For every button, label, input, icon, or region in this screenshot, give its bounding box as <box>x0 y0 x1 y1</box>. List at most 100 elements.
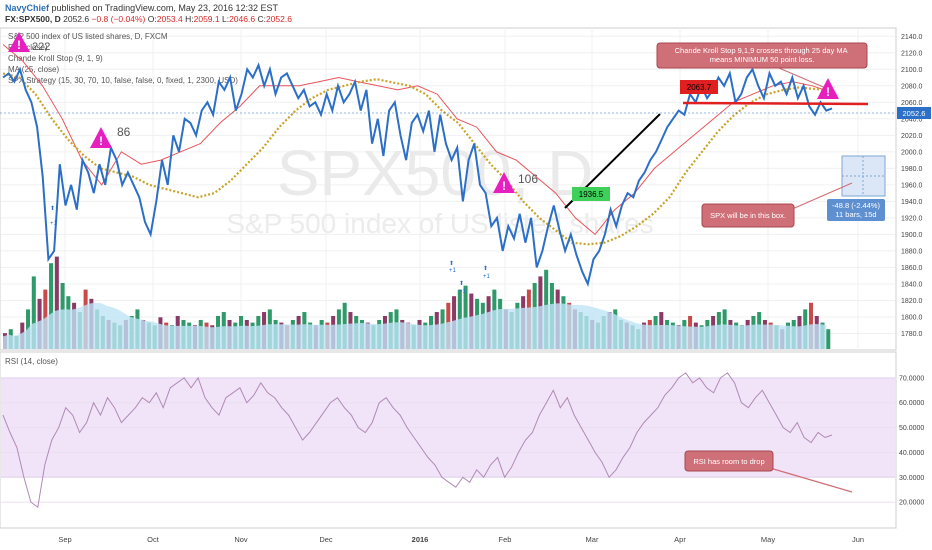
volume-bar <box>54 256 59 349</box>
warning-triangle-icon <box>493 172 515 193</box>
rsi-note-callout[interactable]: RSI has room to drop <box>684 450 774 472</box>
time-tick-label: Mar <box>586 535 599 544</box>
change-value: −0.8 (−0.04%) <box>92 14 146 24</box>
time-tick-label: Sep <box>58 535 71 544</box>
price-tick-label: 1920.0 <box>901 215 923 222</box>
resistance-line-red[interactable] <box>682 101 869 106</box>
warning-marker-3[interactable]: ! 106 <box>493 172 538 193</box>
last-price-tag-text: 2052.6 <box>903 109 926 118</box>
price-tag-red-text: 2063.7 <box>687 83 712 92</box>
warning-triangle-icon <box>817 78 839 99</box>
open-label: O: <box>148 14 157 24</box>
price-tick-label: 1780.0 <box>901 331 923 338</box>
last-price-tag <box>897 107 931 119</box>
ohlc-line: FX:SPX500, D 2052.6 −0.8 (−0.04%) O:2053… <box>5 14 292 24</box>
time-tick-label: Dec <box>319 535 333 544</box>
warning-exclamation-icon: ! <box>502 179 506 193</box>
rsi-axis[interactable]: 20.0000 30.0000 40.0000 50.0000 60.0000 70.00… <box>899 375 924 506</box>
time-tick-label: Feb <box>499 535 512 544</box>
time-tick-label: 2016 <box>412 535 429 544</box>
buy-arrow-icon: ⬆ <box>483 265 488 272</box>
rsi-tick-label: 20.0000 <box>899 500 924 507</box>
price-axis[interactable]: 1780.0 1800.0 1820.0 1840.0 1860.0 1880.0 1900… <box>901 34 923 338</box>
price-tag-green <box>572 187 610 201</box>
rsi-tick-label: 40.0000 <box>899 450 924 457</box>
price-tick-label: 2000.0 <box>901 149 923 156</box>
price-tick-label: 1940.0 <box>901 199 923 206</box>
price-tick-label: 2060.0 <box>901 100 923 107</box>
indicator-legend: S&P 500 index of US listed shares, D, FX… <box>8 32 238 85</box>
time-tick-label: Nov <box>234 535 248 544</box>
rsi-line <box>2 372 833 508</box>
rsi-panel-frame <box>0 351 897 529</box>
warning-exclamation-icon: ! <box>99 134 103 148</box>
signal-label: +1 <box>50 221 58 227</box>
rsi-panel-title[interactable]: RSI (14, close) <box>5 357 58 366</box>
price-tick-label: 1960.0 <box>901 182 923 189</box>
legend-title[interactable]: S&P 500 index of US listed shares, D, FX… <box>8 32 168 41</box>
ma-25-line <box>2 72 833 246</box>
price-line <box>2 62 833 287</box>
volume-ma-area <box>3 302 827 349</box>
warning-marker-4[interactable]: ! <box>817 78 839 99</box>
watermark-name: S&P 500 index of US listed shares <box>226 208 654 239</box>
high-label: H: <box>185 14 194 24</box>
signal-label: +1 <box>459 289 467 295</box>
time-tick-label: May <box>761 535 775 544</box>
volume-bar <box>31 276 36 349</box>
chande-note-line-1: Chande Kroll Stop 9,1,9 crosses through … <box>675 46 848 55</box>
legend-chande[interactable]: Chande Kroll Stop (9, 1, 9) <box>8 54 103 63</box>
symbol-label: FX:SPX500, D <box>5 14 61 24</box>
warning-label-2: 86 <box>117 125 131 139</box>
price-tick-label: 2020.0 <box>901 133 923 140</box>
price-tick-label: 2100.0 <box>901 67 923 74</box>
measure-text-1: -48.8 (-2.44%) <box>832 201 880 210</box>
buy-arrow-icon: ⬆ <box>50 205 55 212</box>
rsi-tick-label: 50.0000 <box>899 425 924 432</box>
warning-exclamation-icon: ! <box>826 85 830 99</box>
price-tick-label: 1900.0 <box>901 232 923 239</box>
measure-text-2: 11 bars, 15d <box>835 210 876 219</box>
rsi-note-pointer <box>769 467 853 493</box>
close-label: C: <box>257 14 266 24</box>
time-tick-label: Jun <box>852 535 864 544</box>
rsi-tick-label: 30.0000 <box>899 475 924 482</box>
warning-marker-1[interactable]: ! 222 <box>8 32 50 53</box>
header-line: NavyChief published on TradingView.com, … <box>5 3 278 13</box>
main-panel-frame <box>0 27 897 351</box>
chande-note-text: Chande Kroll Stop 9,1,9 crosses through … <box>675 46 850 64</box>
price-tick-label: 1860.0 <box>901 265 923 272</box>
warning-exclamation-icon: ! <box>17 38 21 52</box>
buy-signals: ⬆ +1 ⬆ +1 ⬆ +1 ⬆ +1 <box>50 205 491 295</box>
price-tag-red <box>680 80 718 94</box>
chande-kroll-stop-line <box>2 44 833 236</box>
author-link[interactable]: NavyChief <box>5 3 50 13</box>
rsi-tick-label: 60.0000 <box>899 400 924 407</box>
low-value: 2046.6 <box>229 14 255 24</box>
price-tick-label: 1840.0 <box>901 281 923 288</box>
legend-strategy[interactable]: SPX Strategy (15, 30, 70, 10, false, fal… <box>8 76 238 85</box>
legend-rsi[interactable]: RSI (close) <box>8 43 48 52</box>
warning-marker-2[interactable]: ! 86 <box>90 125 131 148</box>
volume-bar <box>826 329 831 349</box>
rsi-note-box <box>684 450 774 472</box>
rsi-tick-label: 70.0000 <box>899 375 924 382</box>
price-tick-label: 2120.0 <box>901 50 923 57</box>
spx-box-callout[interactable]: SPX will be in this box. <box>701 203 795 228</box>
time-tick-label: Apr <box>674 535 686 544</box>
price-tick-label: 1980.0 <box>901 166 923 173</box>
volume-bar <box>49 263 54 349</box>
chande-note-line-2: means MINIMUM 50 point loss. <box>710 55 815 64</box>
last-price: 2052.6 <box>63 14 89 24</box>
buy-arrow-icon: ⬆ <box>449 260 454 267</box>
legend-ma[interactable]: MA (25, close) <box>8 65 59 74</box>
signal-label: +1 <box>483 274 491 280</box>
time-axis[interactable]: Sep Oct Nov Dec 2016 Feb Mar Apr May Jun <box>58 535 864 544</box>
warning-triangle-icon <box>8 32 30 52</box>
rsi-note-text: RSI has room to drop <box>693 457 764 466</box>
chande-note-callout[interactable]: Chande Kroll Stop 9,1,9 crosses through … <box>656 42 868 69</box>
measure-label-box <box>827 199 885 221</box>
warning-label-1: 222 <box>32 41 50 53</box>
rsi-grid <box>1 377 895 503</box>
